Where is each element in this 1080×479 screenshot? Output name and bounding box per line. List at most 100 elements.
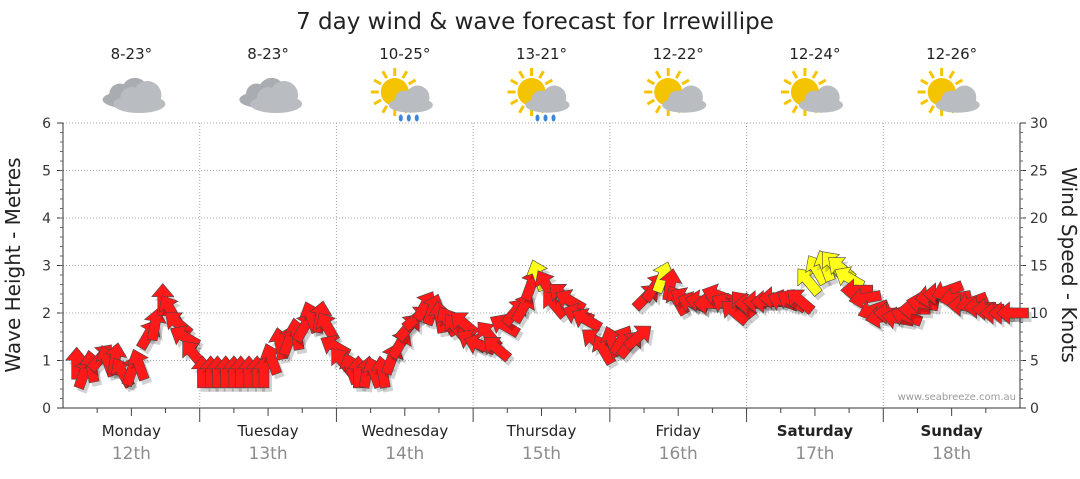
- day-name-label: Friday: [655, 422, 701, 440]
- wind-arrow: [787, 289, 816, 315]
- wind-arrow: [143, 308, 167, 342]
- sun-ray: [373, 98, 382, 106]
- day-date-label: 14th: [385, 444, 424, 464]
- day-temperature: 8-23°: [247, 45, 289, 63]
- showers-icon: [370, 68, 433, 122]
- sun-ray: [674, 70, 682, 79]
- sun-ray: [373, 78, 382, 86]
- wind-arrow: [996, 301, 1029, 325]
- rain-drop: [414, 114, 419, 122]
- sun-ray: [791, 105, 799, 114]
- right-tick-label: 0: [1030, 401, 1039, 417]
- sun-ray: [646, 78, 656, 86]
- y-axis-label-left: Wave Height - Metres: [1, 157, 25, 372]
- right-tick-label: 30: [1030, 116, 1048, 132]
- cloudy-icon: [239, 77, 303, 113]
- sun-ray: [791, 70, 799, 79]
- sun-ray: [954, 78, 964, 86]
- wind-arrows: [65, 250, 1032, 394]
- partly-cloudy-icon: [780, 68, 844, 116]
- showers-icon: [507, 68, 570, 122]
- sun-ray: [544, 78, 554, 86]
- day-temperature: 13-21°: [516, 45, 567, 63]
- sun-ray: [948, 70, 955, 79]
- day-name-label: Monday: [102, 422, 161, 440]
- wind-arrow: [127, 348, 150, 382]
- sun-ray: [920, 98, 929, 106]
- day-date-label: 13th: [249, 444, 288, 464]
- cloudy-icon: [102, 77, 166, 113]
- left-tick-label: 1: [42, 354, 51, 370]
- plot-area: 0 1 2 3 4 5 6 0 5 10 15 20 25 30 www.seabreeze.com.a…: [42, 116, 1048, 417]
- sun-ray: [783, 78, 792, 86]
- chart-title: 7 day wind & wave forecast for Irrewilli…: [296, 9, 774, 35]
- cloud-shape: [405, 85, 430, 110]
- sun-ray: [518, 105, 525, 114]
- day-date-label: 15th: [522, 444, 561, 464]
- day-temperature: 12-22°: [653, 45, 704, 63]
- left-tick-label: 3: [42, 259, 51, 275]
- wind-arrow: [571, 308, 604, 333]
- sun-ray: [518, 70, 525, 79]
- day-name-label: Thursday: [506, 422, 577, 440]
- day-date-label: 12th: [112, 444, 151, 464]
- day-date-label: 16th: [659, 444, 698, 464]
- watermark: www.seabreeze.com.au: [898, 392, 1016, 403]
- weather-row: 8-23° 8-23° 10-25° 13-21° 12-22° 12-24° 12-26°: [102, 45, 980, 122]
- left-tick-label: 0: [42, 401, 51, 417]
- cloud-shape: [815, 85, 840, 110]
- rain-drop: [398, 114, 403, 122]
- left-tick-label: 4: [42, 211, 51, 227]
- sun-ray: [509, 98, 519, 106]
- wind-arrow: [510, 293, 535, 325]
- right-tick-label: 20: [1030, 211, 1048, 227]
- day-name-label: Sunday: [920, 422, 983, 440]
- left-tick-label: 5: [42, 164, 51, 180]
- right-tick-label: 15: [1030, 259, 1048, 275]
- rain-drop: [551, 114, 556, 122]
- cloud-shape: [270, 81, 299, 109]
- day-name-label: Tuesday: [237, 422, 299, 440]
- rain-drop: [406, 114, 411, 122]
- sun-ray: [381, 105, 389, 114]
- day-name-label: Wednesday: [361, 422, 448, 440]
- left-tick-label: 6: [42, 116, 51, 132]
- cloud-shape: [679, 85, 703, 110]
- sun-ray: [681, 78, 690, 86]
- left-tick-label: 2: [42, 306, 51, 322]
- sun-ray: [928, 105, 935, 114]
- sun-ray: [783, 98, 792, 106]
- sun-ray: [920, 78, 929, 86]
- wind-arrow: [555, 289, 587, 314]
- day-temperature: 8-23°: [111, 45, 153, 63]
- cloud-shape: [952, 85, 977, 110]
- day-temperature: 10-25°: [379, 45, 430, 63]
- day-date-label: 18th: [932, 444, 971, 464]
- right-axis-ticks: 0 5 10 15 20 25 30: [1020, 116, 1048, 417]
- y-axis-label-right: Wind Speed - Knots: [1057, 167, 1080, 363]
- day-temperature: 12-26°: [926, 45, 977, 63]
- sun-ray: [811, 70, 819, 79]
- day-date-label: 17th: [795, 444, 834, 464]
- wind-arrow: [483, 337, 513, 363]
- day-temperature: 12-24°: [789, 45, 840, 63]
- sun-ray: [646, 98, 656, 106]
- right-tick-label: 10: [1030, 306, 1048, 322]
- sun-ray: [381, 70, 389, 79]
- wind-arrow: [165, 312, 194, 338]
- day-labels: Monday 12th Tuesday 13th Wednesday 14th Thursd…: [96, 408, 987, 464]
- sun-ray: [654, 105, 662, 114]
- sun-ray: [654, 70, 662, 79]
- sun-ray: [407, 78, 417, 86]
- right-tick-label: 5: [1030, 354, 1039, 370]
- partly-cloudy-icon: [644, 68, 707, 116]
- sun-ray: [818, 78, 827, 86]
- partly-cloudy-icon: [917, 68, 980, 116]
- wind-arrow: [622, 325, 652, 351]
- day-name-label: Saturday: [777, 422, 854, 440]
- wind-arrow: [315, 312, 340, 344]
- cloud-shape: [542, 85, 567, 110]
- rain-drop: [535, 114, 540, 122]
